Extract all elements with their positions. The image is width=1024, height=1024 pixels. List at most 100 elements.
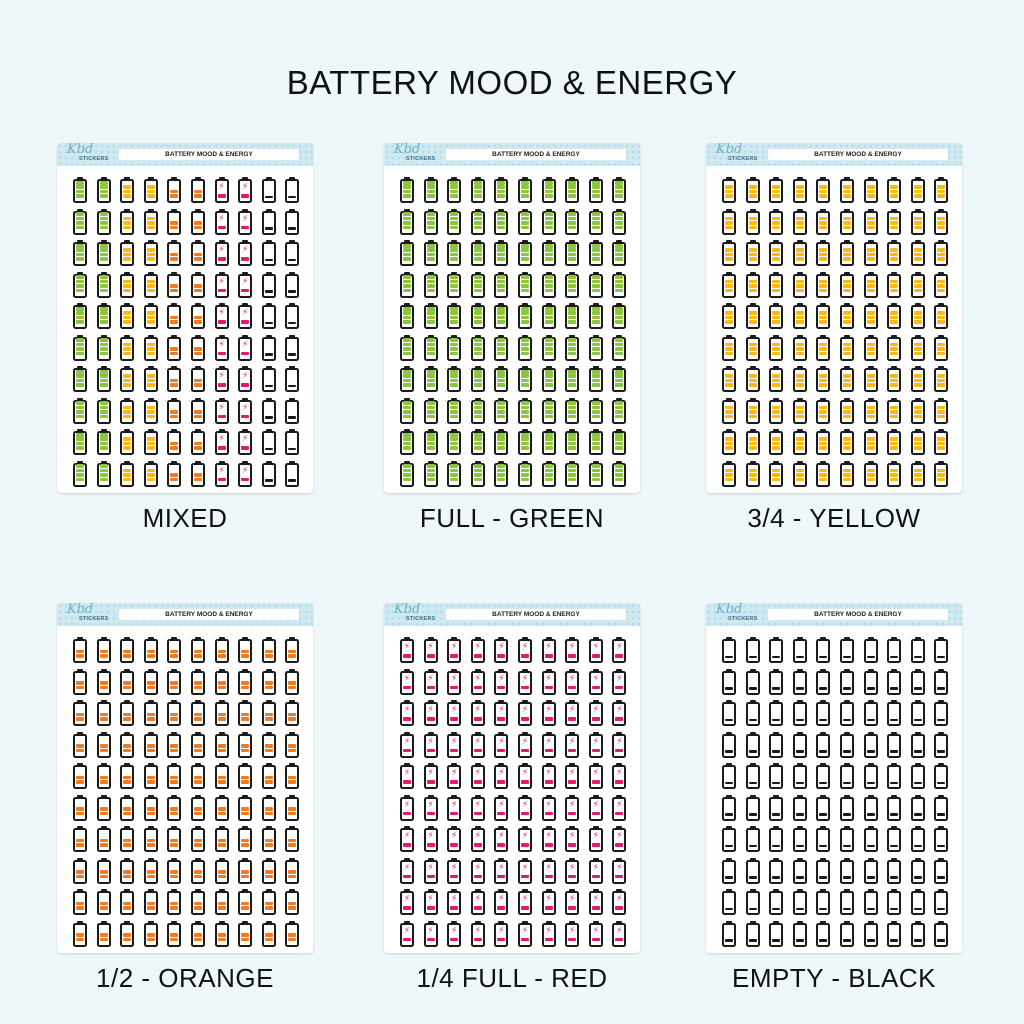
battery-level-segment <box>450 937 459 942</box>
battery-level-segment <box>217 685 226 690</box>
battery-level-segment <box>76 838 84 843</box>
lightning-bolt-icon: ⚡ <box>592 799 599 810</box>
battery-level-segment <box>146 414 155 419</box>
battery-sticker-empty-black <box>769 857 784 884</box>
battery-level-segment <box>450 906 459 910</box>
battery-sticker-half-orange <box>143 668 158 695</box>
battery-sticker-quarter-red: ⚡ <box>238 429 253 455</box>
battery-sticker-threequarter-yellow <box>792 460 807 487</box>
battery-level-segment <box>123 194 132 198</box>
battery-level-segment <box>170 477 179 482</box>
battery-sticker-quarter-red: ⚡ <box>541 637 556 663</box>
battery-sticker-full-green <box>588 366 603 392</box>
battery-level-segment <box>819 383 828 387</box>
battery-sticker-full-green <box>494 397 509 424</box>
lightning-bolt-icon: ⚡ <box>474 831 481 841</box>
lightning-bolt-icon: ⚡ <box>218 213 225 224</box>
battery-sticker-quarter-red: ⚡ <box>518 763 532 789</box>
battery-level-segment <box>544 212 553 216</box>
battery-level-segment <box>264 717 273 721</box>
battery-sticker-empty-black <box>840 857 854 884</box>
battery-empty-line <box>748 718 757 721</box>
battery-level-segment <box>473 468 482 473</box>
battery-sticker-threequarter-yellow <box>910 177 925 203</box>
battery-level-segment <box>76 374 84 378</box>
battery-sticker-half-orange <box>96 700 111 726</box>
lightning-bolt-icon: ⚡ <box>545 673 552 684</box>
battery-sticker-full-green <box>565 334 580 361</box>
sheet-caption-black: EMPTY - BLACK <box>732 963 936 993</box>
battery-empty-line <box>264 416 273 419</box>
battery-sticker-half-orange <box>191 700 205 726</box>
lightning-bolt-icon: ⚡ <box>521 642 529 652</box>
battery-level-segment <box>403 351 411 356</box>
lightning-bolt-icon: ⚡ <box>427 862 434 873</box>
battery-empty-line <box>795 750 804 753</box>
battery-level-segment <box>473 780 482 784</box>
battery-level-segment <box>843 221 851 225</box>
battery-level-segment <box>748 477 757 482</box>
lightning-bolt-icon: ⚡ <box>569 799 576 810</box>
battery-sticker-quarter-red: ⚡ <box>518 700 532 726</box>
battery-level-segment <box>426 811 435 816</box>
battery-level-segment <box>426 212 435 216</box>
battery-level-segment <box>76 649 84 654</box>
battery-level-segment <box>194 225 202 230</box>
battery-level-segment <box>497 351 506 356</box>
lightning-bolt-icon: ⚡ <box>521 925 529 936</box>
battery-level-segment <box>241 807 250 811</box>
battery-level-segment <box>497 194 506 198</box>
battery-level-segment <box>568 252 577 257</box>
battery-sticker-empty-black <box>887 637 902 663</box>
battery-level-segment <box>521 275 529 279</box>
battery-level-segment <box>795 351 804 356</box>
battery-level-segment <box>591 414 600 419</box>
battery-level-segment <box>76 221 84 225</box>
battery-level-segment <box>146 838 155 843</box>
battery-level-segment <box>725 383 733 387</box>
battery-level-segment <box>866 311 875 315</box>
battery-sticker-full-green <box>400 429 414 455</box>
battery-level-segment <box>795 252 804 257</box>
battery-sticker-empty-black <box>910 731 925 758</box>
battery-level-segment <box>123 342 132 347</box>
battery-sticker-full-green <box>96 334 111 361</box>
battery-level-segment <box>217 383 226 387</box>
battery-level-segment <box>913 468 922 473</box>
battery-level-segment <box>217 477 226 482</box>
battery-sticker-empty-black <box>745 637 760 663</box>
battery-level-segment <box>217 874 226 879</box>
battery-sticker-quarter-red: ⚡ <box>541 763 556 789</box>
battery-level-segment <box>99 311 108 315</box>
battery-level-segment <box>99 194 108 198</box>
battery-empty-line <box>772 718 781 721</box>
battery-sticker-empty-black <box>887 763 902 789</box>
battery-sticker-half-orange <box>120 794 135 821</box>
battery-level-segment <box>123 468 132 473</box>
battery-level-segment <box>99 838 108 843</box>
battery-level-segment <box>99 933 108 937</box>
battery-level-segment <box>403 405 411 410</box>
battery-empty-line <box>913 813 922 816</box>
battery-level-segment <box>521 338 529 342</box>
battery-level-segment <box>403 221 411 225</box>
battery-level-segment <box>426 279 435 284</box>
battery-level-segment <box>913 221 922 225</box>
battery-level-segment <box>819 351 828 356</box>
lightning-bolt-icon: ⚡ <box>545 736 552 747</box>
battery-level-segment <box>426 252 435 257</box>
brand-logo-mark: Kbd <box>394 603 421 617</box>
battery-level-segment <box>819 446 828 450</box>
battery-empty-line <box>288 384 297 387</box>
battery-sticker-empty-black <box>745 857 760 884</box>
battery-level-segment <box>217 414 226 419</box>
battery-sticker-empty-black <box>863 668 878 695</box>
battery-sticker-half-orange <box>261 731 276 758</box>
battery-level-segment <box>99 180 108 185</box>
battery-sticker-half-orange <box>238 920 253 947</box>
battery-level-segment <box>591 212 600 216</box>
battery-sticker-empty-black <box>722 889 736 915</box>
battery-sticker-full-green <box>423 303 438 329</box>
battery-sticker-quarter-red: ⚡ <box>565 731 580 758</box>
battery-sticker-threequarter-yellow <box>722 366 736 392</box>
